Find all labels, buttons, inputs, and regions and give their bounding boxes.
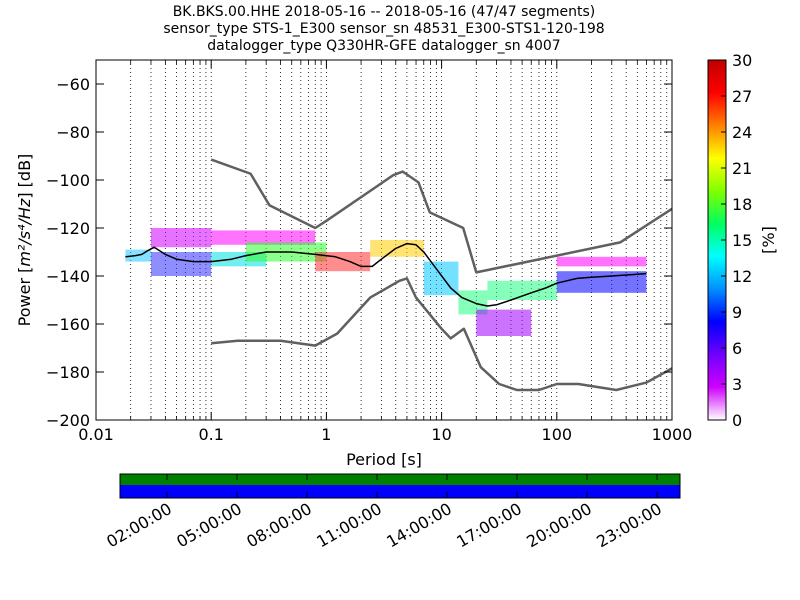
colorbar-tick-label: 15 xyxy=(732,231,752,250)
noise-model-lines xyxy=(125,158,673,392)
coverage-border xyxy=(119,473,681,499)
plot-frame xyxy=(95,59,673,421)
colorbar-tick-label: 3 xyxy=(732,375,742,394)
nlnm-line xyxy=(210,158,673,274)
y-tick-label: −100 xyxy=(46,171,90,190)
x-tick-label: 0.1 xyxy=(198,425,223,444)
y-axis: −60 −80 −100 −120 −140 −160 −180 −200 Power [m²/… xyxy=(15,75,672,430)
plot-border xyxy=(95,59,673,421)
density-band xyxy=(556,256,647,267)
coverage-time-label: 05:00:00 xyxy=(173,499,245,551)
y-label-suffix: ] [dB] xyxy=(15,154,34,199)
y-tick-label: −80 xyxy=(56,123,90,142)
coverage-time-label: 02:00:00 xyxy=(103,499,175,551)
coverage-time-label: 11:00:00 xyxy=(313,499,385,551)
y-tick-label: −120 xyxy=(46,219,90,238)
density-band xyxy=(211,230,316,245)
colorbar-tick-label: 21 xyxy=(732,159,752,178)
data-bar xyxy=(120,474,680,485)
colorbar-tick-label: 24 xyxy=(732,123,752,142)
y-tick-label: −60 xyxy=(56,75,90,94)
chart-title: BK.BKS.00.HHE 2018-05-16 -- 2018-05-16 (… xyxy=(163,4,604,54)
x-axis-label: Period [s] xyxy=(346,450,422,469)
colorbar: 0 3 6 9 12 15 18 21 24 27 30 [%] xyxy=(707,51,778,430)
colorbar-tick-label: 12 xyxy=(732,267,752,286)
colorbar-tick-label: 30 xyxy=(732,51,752,70)
density-band xyxy=(487,280,557,300)
title-line-2: sensor_type STS-1_E300 sensor_sn 48531_E… xyxy=(163,21,604,37)
density-band xyxy=(150,228,212,248)
y-axis-label: Power [m²/s⁴/Hz] [dB] xyxy=(15,154,34,327)
colorbar-tick-label: 0 xyxy=(732,411,742,430)
x-tick-label: 100 xyxy=(542,425,573,444)
coverage-bar: 02:00:0005:00:0008:00:0011:00:0014:00:00… xyxy=(103,473,681,551)
title-line-3: datalogger_type Q330HR-GFE datalogger_sn… xyxy=(207,38,560,54)
coverage-time-label: 08:00:00 xyxy=(243,499,315,551)
x-tick-label: 1000 xyxy=(652,425,693,444)
colorbar-label: [%] xyxy=(759,226,778,254)
coverage-time-label: 14:00:00 xyxy=(383,499,455,551)
coverage-time-label: 23:00:00 xyxy=(593,499,665,551)
segments-bar xyxy=(120,485,680,498)
y-tick-label: −180 xyxy=(46,363,90,382)
mean-curve xyxy=(125,242,647,307)
y-tick-label: −160 xyxy=(46,315,90,334)
y-tick-label: −200 xyxy=(46,411,90,430)
x-axis: 0.01 0.1 1 10 100 1000 Period [s] xyxy=(78,60,692,469)
y-tick-label: −140 xyxy=(46,267,90,286)
x-tick-label: 10 xyxy=(431,425,451,444)
coverage-time-label: 17:00:00 xyxy=(453,499,525,551)
y-label-units: m²/s⁴/Hz xyxy=(15,198,34,267)
y-label-text: Power [ xyxy=(15,267,34,327)
density-band xyxy=(556,271,647,293)
colorbar-tick-label: 9 xyxy=(732,303,742,322)
coverage-time-label: 20:00:00 xyxy=(523,499,595,551)
x-tick-label: 1 xyxy=(321,425,331,444)
density-band xyxy=(315,252,371,272)
colorbar-tick-label: 27 xyxy=(732,87,752,106)
colorbar-tick-label: 18 xyxy=(732,195,752,214)
colorbar-tick-label: 6 xyxy=(732,339,742,358)
density-band xyxy=(476,309,532,336)
nhnm-line xyxy=(211,277,673,392)
x-tick-label: 0.01 xyxy=(78,425,114,444)
title-line-1: BK.BKS.00.HHE 2018-05-16 -- 2018-05-16 (… xyxy=(173,4,596,20)
density-band xyxy=(150,252,212,276)
